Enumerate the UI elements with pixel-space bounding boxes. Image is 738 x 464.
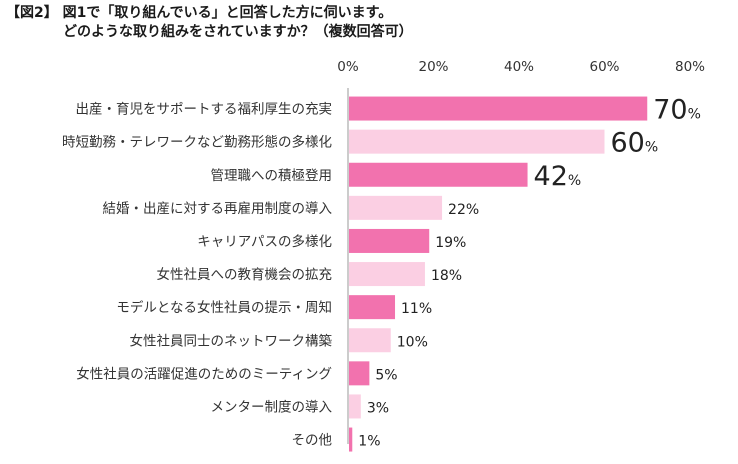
data-label: 1% (358, 434, 380, 450)
x-tick-label: 60% (589, 59, 619, 75)
bar (349, 427, 353, 452)
category-label: 結婚・出産に対する再雇用制度の導入 (103, 200, 333, 217)
x-axis-ticks: 0% 20% 40% 60% 80% (337, 59, 705, 75)
data-label-value: 3 (367, 400, 376, 416)
data-label: 19% (435, 235, 466, 251)
category-label: その他 (292, 433, 333, 449)
data-label-value: 42 (534, 161, 568, 192)
data-label-value: 5 (375, 367, 384, 383)
data-label-unit: % (449, 268, 462, 284)
data-label-unit: % (419, 301, 432, 317)
data-label: 5% (375, 367, 397, 383)
x-tick-label: 80% (675, 59, 705, 75)
data-label-unit: % (415, 334, 428, 350)
bar (349, 262, 425, 287)
bars (349, 96, 648, 452)
data-labels: 70%60%42%22%19%18%11%10%5%3%1% (358, 95, 701, 450)
data-label-unit: % (688, 107, 701, 123)
data-label-value: 60 (611, 128, 645, 159)
bar (349, 328, 391, 353)
chart-title: 【図2】 図1で「取り組んでいる」と回答した方に伺います。 (6, 5, 393, 21)
category-labels: 出産・育児をサポートする福利厚生の充実時短勤務・テレワークなど勤務形態の多様化管… (62, 102, 332, 449)
data-label-value: 70 (653, 95, 687, 126)
data-label-unit: % (466, 202, 479, 218)
data-label-unit: % (645, 140, 658, 156)
data-label-value: 22 (448, 202, 466, 218)
category-label: メンター制度の導入 (211, 399, 333, 415)
data-label-unit: % (453, 235, 466, 251)
category-label: 時短勤務・テレワークなど勤務形態の多様化 (62, 134, 332, 151)
data-label: 22% (448, 202, 479, 218)
category-label: 女性社員への教育機会の拡充 (157, 266, 333, 283)
chart-subtitle: どのような取り組みをされていますか？（複数回答可） (63, 24, 413, 40)
data-label-value: 18 (431, 268, 449, 284)
data-label-unit: % (367, 434, 380, 450)
category-label: 出産・育児をサポートする福利厚生の充実 (76, 102, 333, 118)
data-label-unit: % (384, 367, 397, 383)
bar (349, 162, 528, 187)
data-label: 3% (367, 400, 389, 416)
bar (349, 394, 361, 419)
bar (349, 96, 648, 121)
x-tick-label: 0% (337, 59, 359, 75)
x-tick-label: 40% (504, 59, 534, 75)
bar (349, 361, 370, 386)
data-label-value: 11 (401, 301, 419, 317)
data-label-unit: % (568, 173, 581, 189)
data-label: 60% (611, 128, 659, 159)
chart-title-block: 【図2】 図1で「取り組んでいる」と回答した方に伺います。 どのような取り組みを… (6, 4, 726, 42)
data-label: 42% (534, 161, 582, 192)
data-label: 70% (653, 95, 701, 126)
category-label: 管理職への積極登用 (211, 168, 333, 184)
data-label-value: 1 (358, 434, 367, 450)
data-label: 10% (397, 334, 428, 350)
category-label: 女性社員同士のネットワーク構築 (130, 332, 333, 349)
category-label: モデルとなる女性社員の提示・周知 (116, 299, 332, 316)
bar (349, 129, 605, 154)
data-label: 18% (431, 268, 462, 284)
data-label-value: 10 (397, 334, 415, 350)
bar (349, 195, 443, 220)
bar (349, 295, 396, 320)
bar (349, 228, 430, 253)
data-label: 11% (401, 301, 432, 317)
x-tick-label: 20% (418, 59, 448, 75)
category-label: キャリアパスの多様化 (197, 233, 332, 250)
data-label-value: 19 (435, 235, 453, 251)
data-label-unit: % (376, 400, 389, 416)
category-label: 女性社員の活躍促進のためのミーティング (76, 365, 332, 382)
